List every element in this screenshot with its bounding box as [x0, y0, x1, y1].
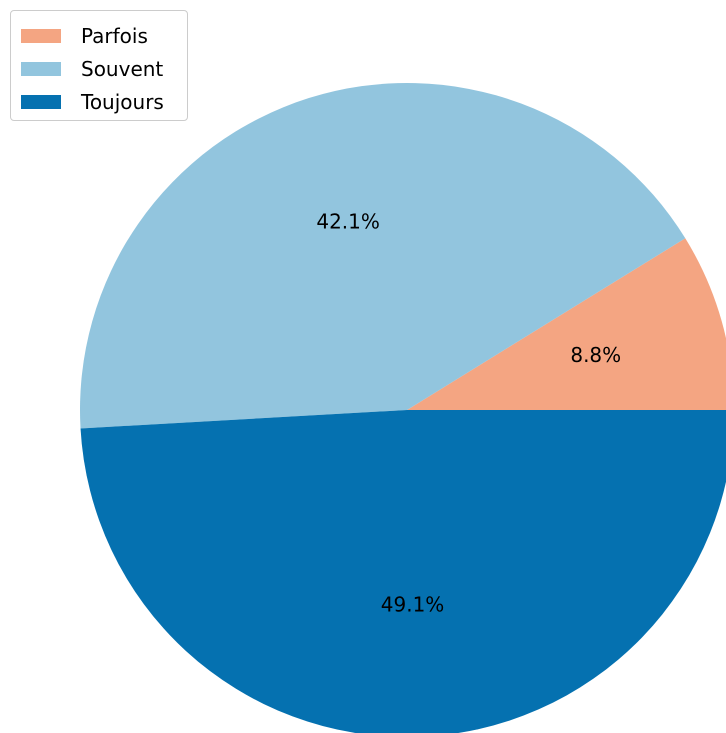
legend-item-toujours: Toujours — [21, 85, 177, 118]
legend: Parfois Souvent Toujours — [10, 10, 188, 121]
pie-slices — [79, 82, 726, 733]
pie-labels: 8.8% 42.1% 49.1% — [316, 209, 621, 616]
pie-slice-toujours — [80, 410, 726, 733]
legend-swatch-parfois — [21, 28, 61, 43]
legend-label-souvent: Souvent — [81, 56, 164, 81]
legend-item-souvent: Souvent — [21, 52, 177, 85]
pie-label-toujours: 49.1% — [381, 593, 445, 617]
pie-slice-souvent — [79, 82, 686, 429]
legend-label-toujours: Toujours — [81, 89, 164, 114]
legend-item-parfois: Parfois — [21, 19, 177, 52]
legend-label-parfois: Parfois — [81, 23, 148, 48]
pie-slice-parfois — [407, 238, 726, 410]
legend-swatch-toujours — [21, 94, 61, 109]
pie-label-parfois: 8.8% — [570, 343, 621, 367]
legend-swatch-souvent — [21, 61, 61, 76]
pie-label-souvent: 42.1% — [316, 209, 380, 233]
